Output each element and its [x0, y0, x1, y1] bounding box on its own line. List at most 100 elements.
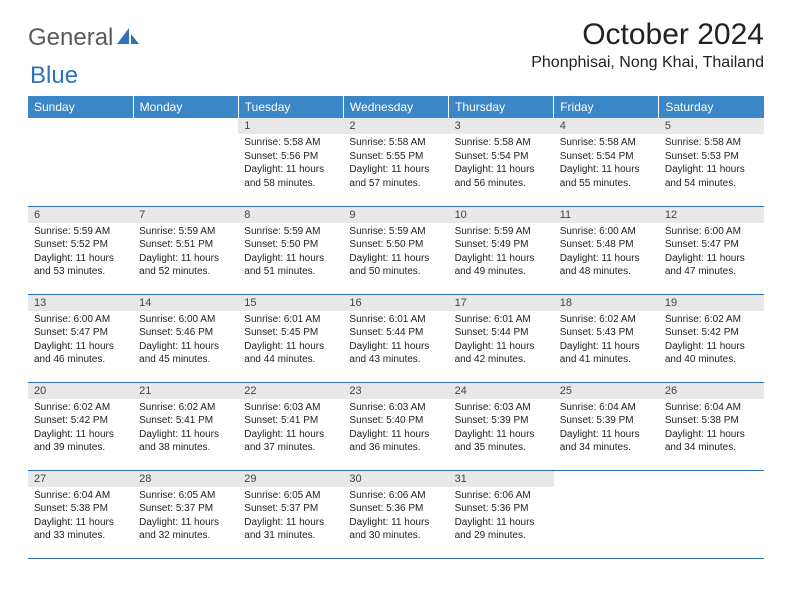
- sunrise-text: Sunrise: 6:04 AM: [560, 401, 653, 415]
- sunset-text: Sunset: 5:53 PM: [665, 150, 758, 164]
- day-content: Sunrise: 6:02 AMSunset: 5:42 PMDaylight:…: [659, 311, 764, 369]
- day-content: Sunrise: 5:58 AMSunset: 5:55 PMDaylight:…: [343, 134, 448, 192]
- sunrise-text: Sunrise: 5:59 AM: [455, 225, 548, 239]
- day-number: 3: [449, 118, 554, 134]
- calendar-page: General October 2024 Phonphisai, Nong Kh…: [0, 0, 792, 559]
- brand-logo: General: [28, 18, 141, 52]
- day-content: Sunrise: 6:00 AMSunset: 5:47 PMDaylight:…: [659, 223, 764, 281]
- sunset-text: Sunset: 5:36 PM: [349, 502, 442, 516]
- calendar-cell: [28, 118, 133, 206]
- calendar-cell: 18Sunrise: 6:02 AMSunset: 5:43 PMDayligh…: [554, 294, 659, 382]
- sunrise-text: Sunrise: 5:59 AM: [244, 225, 337, 239]
- day-content: Sunrise: 5:59 AMSunset: 5:51 PMDaylight:…: [133, 223, 238, 281]
- day-number: 16: [343, 295, 448, 311]
- calendar-cell: 14Sunrise: 6:00 AMSunset: 5:46 PMDayligh…: [133, 294, 238, 382]
- daylight-text: Daylight: 11 hours and 57 minutes.: [349, 163, 442, 190]
- sunset-text: Sunset: 5:47 PM: [34, 326, 127, 340]
- sunrise-text: Sunrise: 6:00 AM: [665, 225, 758, 239]
- calendar-cell: 17Sunrise: 6:01 AMSunset: 5:44 PMDayligh…: [449, 294, 554, 382]
- sunrise-text: Sunrise: 6:06 AM: [349, 489, 442, 503]
- calendar-cell: 25Sunrise: 6:04 AMSunset: 5:39 PMDayligh…: [554, 382, 659, 470]
- day-content: [659, 487, 764, 491]
- daylight-text: Daylight: 11 hours and 33 minutes.: [34, 516, 127, 543]
- sunset-text: Sunset: 5:50 PM: [349, 238, 442, 252]
- daylight-text: Daylight: 11 hours and 29 minutes.: [455, 516, 548, 543]
- day-content: Sunrise: 6:03 AMSunset: 5:40 PMDaylight:…: [343, 399, 448, 457]
- month-title: October 2024: [531, 18, 764, 52]
- calendar-row: 6Sunrise: 5:59 AMSunset: 5:52 PMDaylight…: [28, 206, 764, 294]
- daylight-text: Daylight: 11 hours and 38 minutes.: [139, 428, 232, 455]
- calendar-cell: 20Sunrise: 6:02 AMSunset: 5:42 PMDayligh…: [28, 382, 133, 470]
- daylight-text: Daylight: 11 hours and 43 minutes.: [349, 340, 442, 367]
- calendar-cell: 22Sunrise: 6:03 AMSunset: 5:41 PMDayligh…: [238, 382, 343, 470]
- brand-part1: General: [28, 24, 113, 52]
- day-number: 25: [554, 383, 659, 399]
- day-number: 17: [449, 295, 554, 311]
- daylight-text: Daylight: 11 hours and 34 minutes.: [560, 428, 653, 455]
- calendar-cell: 28Sunrise: 6:05 AMSunset: 5:37 PMDayligh…: [133, 470, 238, 558]
- daylight-text: Daylight: 11 hours and 34 minutes.: [665, 428, 758, 455]
- calendar-body: 1Sunrise: 5:58 AMSunset: 5:56 PMDaylight…: [28, 118, 764, 558]
- sunrise-text: Sunrise: 6:04 AM: [665, 401, 758, 415]
- day-content: Sunrise: 6:03 AMSunset: 5:39 PMDaylight:…: [449, 399, 554, 457]
- daylight-text: Daylight: 11 hours and 36 minutes.: [349, 428, 442, 455]
- day-number: 14: [133, 295, 238, 311]
- calendar-row: 1Sunrise: 5:58 AMSunset: 5:56 PMDaylight…: [28, 118, 764, 206]
- sunrise-text: Sunrise: 6:03 AM: [349, 401, 442, 415]
- calendar-cell: 2Sunrise: 5:58 AMSunset: 5:55 PMDaylight…: [343, 118, 448, 206]
- sunrise-text: Sunrise: 6:05 AM: [139, 489, 232, 503]
- daylight-text: Daylight: 11 hours and 39 minutes.: [34, 428, 127, 455]
- day-header: Monday: [133, 96, 238, 118]
- calendar-row: 20Sunrise: 6:02 AMSunset: 5:42 PMDayligh…: [28, 382, 764, 470]
- day-content: Sunrise: 6:04 AMSunset: 5:39 PMDaylight:…: [554, 399, 659, 457]
- calendar-cell: 7Sunrise: 5:59 AMSunset: 5:51 PMDaylight…: [133, 206, 238, 294]
- calendar-cell: 23Sunrise: 6:03 AMSunset: 5:40 PMDayligh…: [343, 382, 448, 470]
- calendar-cell: 10Sunrise: 5:59 AMSunset: 5:49 PMDayligh…: [449, 206, 554, 294]
- calendar-table: Sunday Monday Tuesday Wednesday Thursday…: [28, 96, 764, 559]
- sunset-text: Sunset: 5:47 PM: [665, 238, 758, 252]
- day-number: 29: [238, 471, 343, 487]
- sunset-text: Sunset: 5:52 PM: [34, 238, 127, 252]
- day-content: [28, 134, 133, 138]
- calendar-cell: 30Sunrise: 6:06 AMSunset: 5:36 PMDayligh…: [343, 470, 448, 558]
- daylight-text: Daylight: 11 hours and 56 minutes.: [455, 163, 548, 190]
- day-content: Sunrise: 5:59 AMSunset: 5:50 PMDaylight:…: [238, 223, 343, 281]
- sunset-text: Sunset: 5:39 PM: [455, 414, 548, 428]
- calendar-cell: 5Sunrise: 5:58 AMSunset: 5:53 PMDaylight…: [659, 118, 764, 206]
- sunset-text: Sunset: 5:44 PM: [349, 326, 442, 340]
- daylight-text: Daylight: 11 hours and 51 minutes.: [244, 252, 337, 279]
- sunrise-text: Sunrise: 5:59 AM: [349, 225, 442, 239]
- sunrise-text: Sunrise: 6:01 AM: [349, 313, 442, 327]
- sunset-text: Sunset: 5:49 PM: [455, 238, 548, 252]
- sunset-text: Sunset: 5:42 PM: [34, 414, 127, 428]
- sunrise-text: Sunrise: 6:00 AM: [560, 225, 653, 239]
- day-content: Sunrise: 6:02 AMSunset: 5:43 PMDaylight:…: [554, 311, 659, 369]
- sunset-text: Sunset: 5:37 PM: [244, 502, 337, 516]
- day-number: 18: [554, 295, 659, 311]
- day-number: 6: [28, 207, 133, 223]
- sunset-text: Sunset: 5:41 PM: [244, 414, 337, 428]
- day-number: 5: [659, 118, 764, 134]
- day-number: 27: [28, 471, 133, 487]
- day-content: Sunrise: 6:00 AMSunset: 5:47 PMDaylight:…: [28, 311, 133, 369]
- day-content: Sunrise: 5:58 AMSunset: 5:53 PMDaylight:…: [659, 134, 764, 192]
- daylight-text: Daylight: 11 hours and 50 minutes.: [349, 252, 442, 279]
- day-content: Sunrise: 6:01 AMSunset: 5:44 PMDaylight:…: [449, 311, 554, 369]
- calendar-cell: 29Sunrise: 6:05 AMSunset: 5:37 PMDayligh…: [238, 470, 343, 558]
- day-number: 19: [659, 295, 764, 311]
- day-number: [28, 118, 133, 134]
- day-number: 23: [343, 383, 448, 399]
- day-content: Sunrise: 5:58 AMSunset: 5:56 PMDaylight:…: [238, 134, 343, 192]
- day-content: Sunrise: 5:59 AMSunset: 5:52 PMDaylight:…: [28, 223, 133, 281]
- calendar-cell: 4Sunrise: 5:58 AMSunset: 5:54 PMDaylight…: [554, 118, 659, 206]
- day-content: Sunrise: 6:03 AMSunset: 5:41 PMDaylight:…: [238, 399, 343, 457]
- sunrise-text: Sunrise: 5:58 AM: [665, 136, 758, 150]
- day-number: 21: [133, 383, 238, 399]
- sunrise-text: Sunrise: 6:04 AM: [34, 489, 127, 503]
- day-content: Sunrise: 6:02 AMSunset: 5:42 PMDaylight:…: [28, 399, 133, 457]
- sunrise-text: Sunrise: 6:03 AM: [455, 401, 548, 415]
- daylight-text: Daylight: 11 hours and 47 minutes.: [665, 252, 758, 279]
- calendar-cell: 26Sunrise: 6:04 AMSunset: 5:38 PMDayligh…: [659, 382, 764, 470]
- sunrise-text: Sunrise: 6:01 AM: [244, 313, 337, 327]
- day-number: [133, 118, 238, 134]
